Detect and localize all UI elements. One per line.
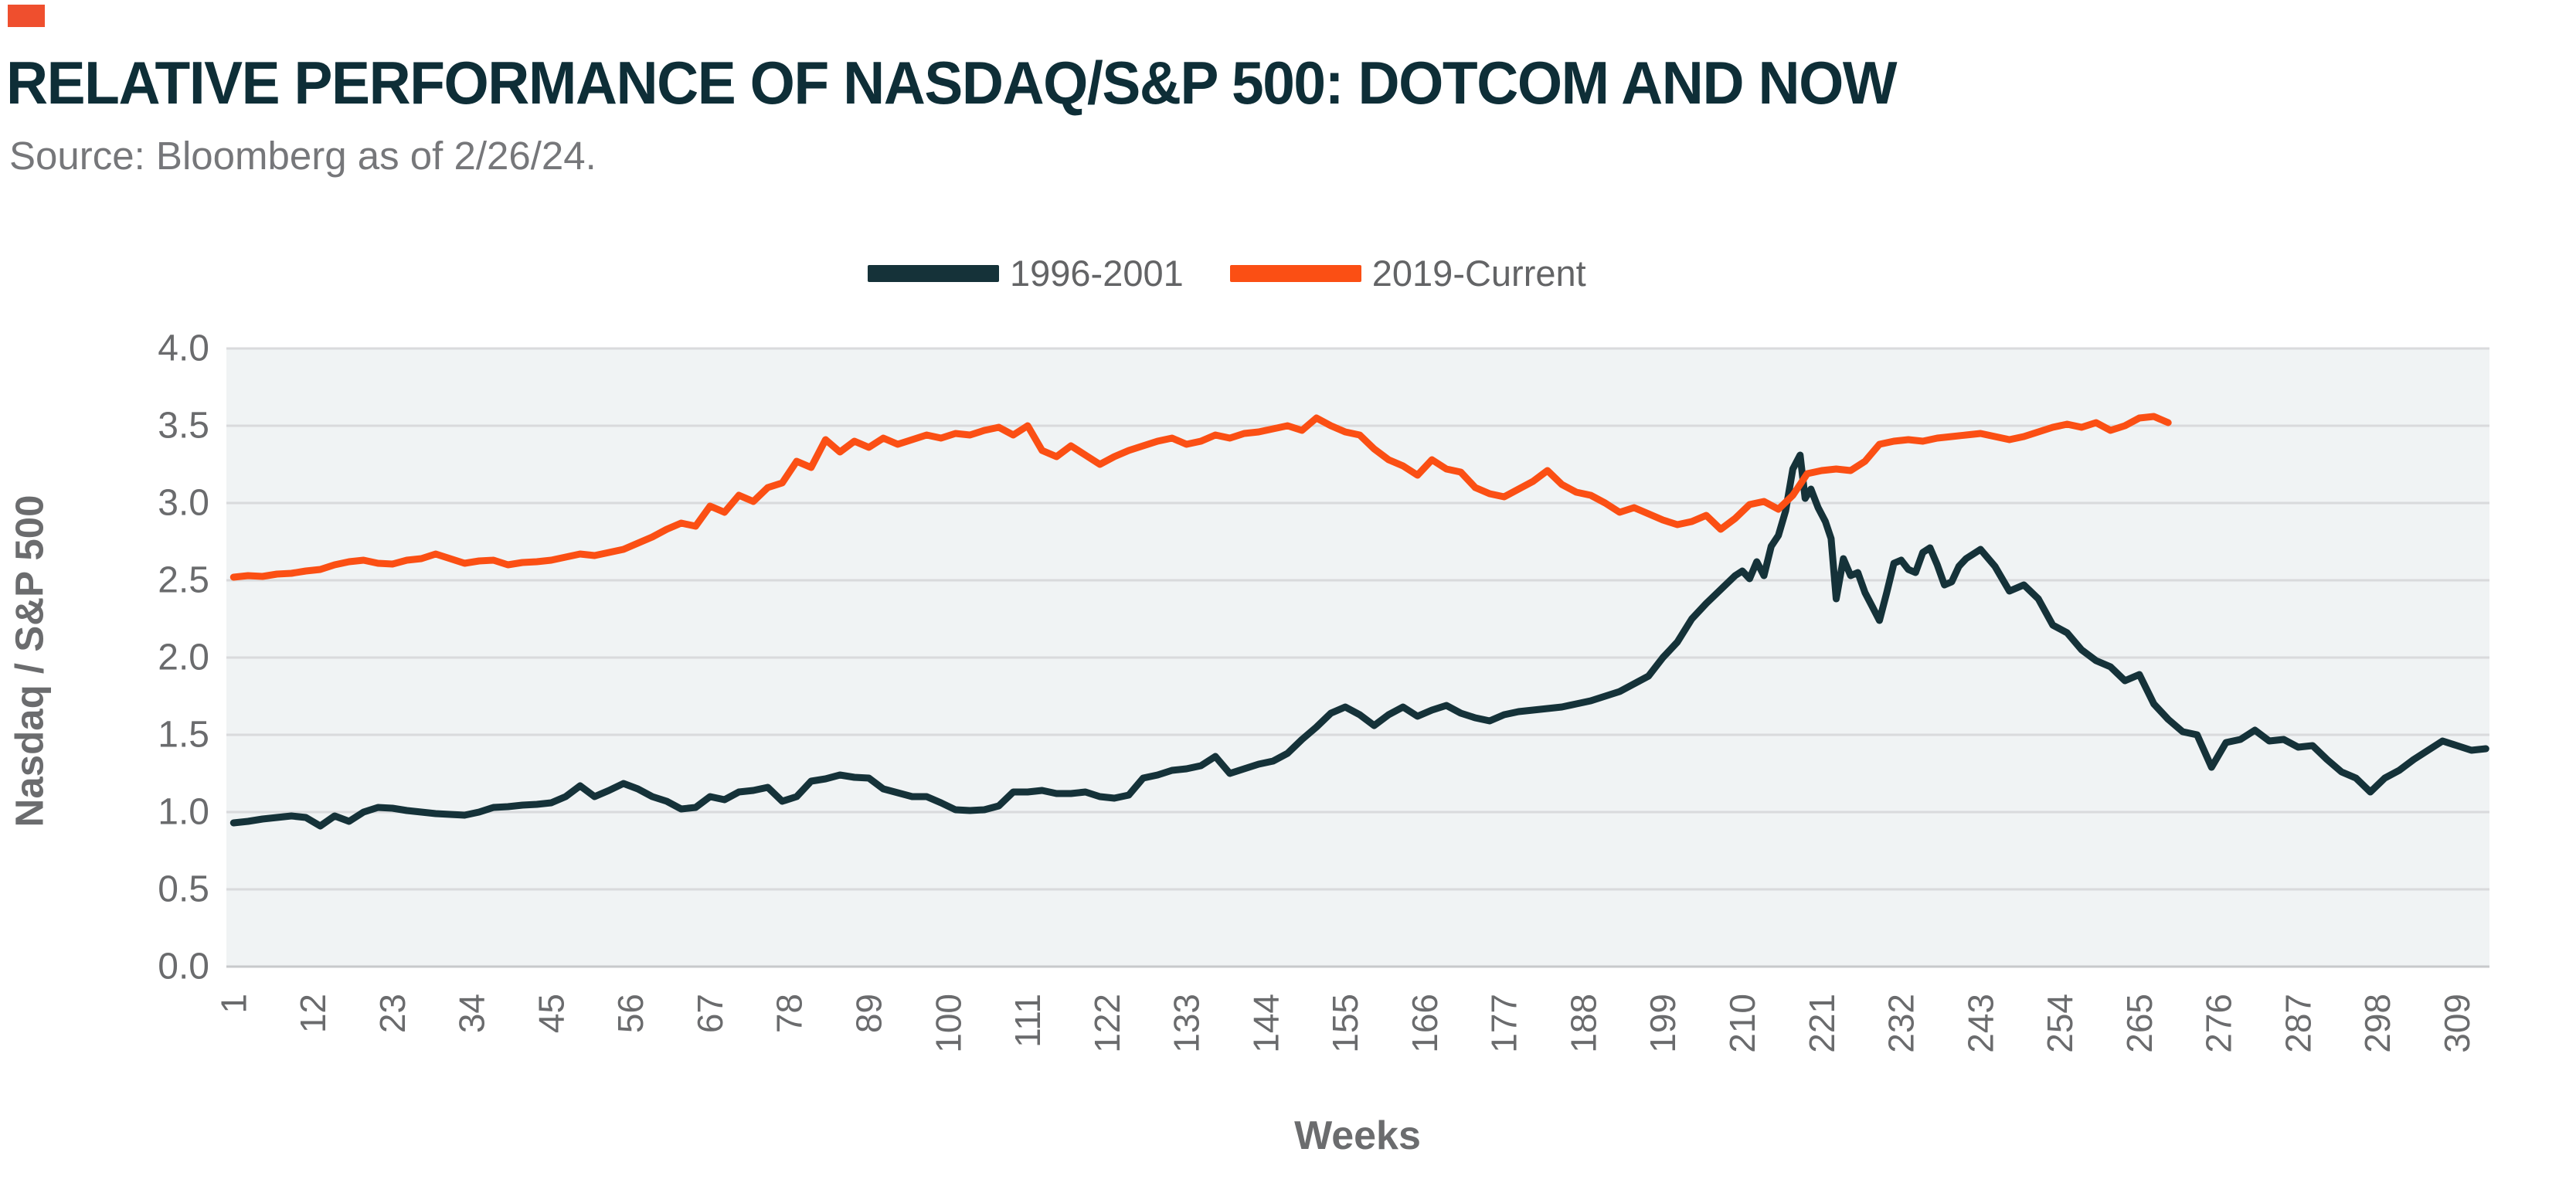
- x-tick-label-177: 177: [1484, 994, 1524, 1053]
- brand-mark: [8, 5, 45, 27]
- y-tick-label-4.0: 4.0: [158, 328, 209, 369]
- x-tick-label-243: 243: [1960, 994, 2000, 1053]
- y-tick-label-1.5: 1.5: [158, 715, 209, 756]
- x-tick-label-89: 89: [849, 994, 889, 1033]
- series-line-2019-current: [229, 413, 2172, 581]
- x-tick-label-199: 199: [1643, 994, 1683, 1053]
- x-tick-label-210: 210: [1722, 994, 1762, 1053]
- x-axis-title: Weeks: [1294, 1113, 1421, 1158]
- source-note: Source: Bloomberg as of 2/26/24.: [9, 134, 596, 178]
- y-tick-label-0.0: 0.0: [158, 947, 209, 987]
- legend-label-1996-2001: 1996-2001: [1010, 253, 1184, 294]
- x-tick-label-265: 265: [2119, 994, 2160, 1053]
- x-tick-label-309: 309: [2437, 994, 2477, 1053]
- x-tick-label-34: 34: [452, 994, 492, 1033]
- x-tick-label-133: 133: [1167, 994, 1207, 1053]
- x-tick-label-23: 23: [372, 994, 413, 1033]
- x-tick-label-155: 155: [1325, 994, 1365, 1053]
- x-tick-label-221: 221: [1802, 994, 1842, 1053]
- x-tick-label-232: 232: [1881, 994, 1922, 1053]
- x-tick-label-67: 67: [690, 994, 730, 1033]
- y-tick-label-3.5: 3.5: [158, 406, 209, 447]
- x-tick-label-12: 12: [293, 994, 333, 1033]
- series-line-1996-2001: [229, 451, 2489, 830]
- x-tick-label-1: 1: [213, 994, 253, 1014]
- y-tick-label-2.0: 2.0: [158, 637, 209, 678]
- x-tick-label-122: 122: [1087, 994, 1127, 1053]
- y-tick-label-1.0: 1.0: [158, 792, 209, 833]
- y-tick-label-3.0: 3.0: [158, 483, 209, 524]
- x-tick-label-111: 111: [1008, 994, 1048, 1048]
- x-tick-label-166: 166: [1405, 994, 1445, 1053]
- x-tick-label-78: 78: [770, 994, 810, 1033]
- x-tick-label-45: 45: [531, 994, 571, 1033]
- x-tick-label-298: 298: [2357, 994, 2398, 1053]
- page-title: RELATIVE PERFORMANCE OF NASDAQ/S&P 500: …: [6, 49, 1898, 117]
- chart-legend: 1996-2001 2019-Current: [868, 252, 1586, 294]
- x-tick-label-254: 254: [2040, 994, 2080, 1053]
- x-tick-label-276: 276: [2199, 994, 2239, 1053]
- y-tick-label-0.5: 0.5: [158, 869, 209, 910]
- x-tick-label-100: 100: [928, 994, 968, 1053]
- legend-item-2019-current: 2019-Current: [1229, 252, 1586, 294]
- legend-swatch-1996-2001: [868, 264, 999, 282]
- x-tick-label-188: 188: [1563, 994, 1603, 1053]
- legend-label-2019-current: 2019-Current: [1371, 253, 1586, 294]
- x-tick-label-287: 287: [2278, 994, 2318, 1053]
- legend-swatch-2019-current: [1229, 264, 1361, 282]
- y-tick-label-2.5: 2.5: [158, 560, 209, 601]
- legend-item-1996-2001: 1996-2001: [868, 252, 1184, 294]
- x-tick-label-144: 144: [1246, 994, 1286, 1053]
- x-tick-label-56: 56: [610, 994, 651, 1033]
